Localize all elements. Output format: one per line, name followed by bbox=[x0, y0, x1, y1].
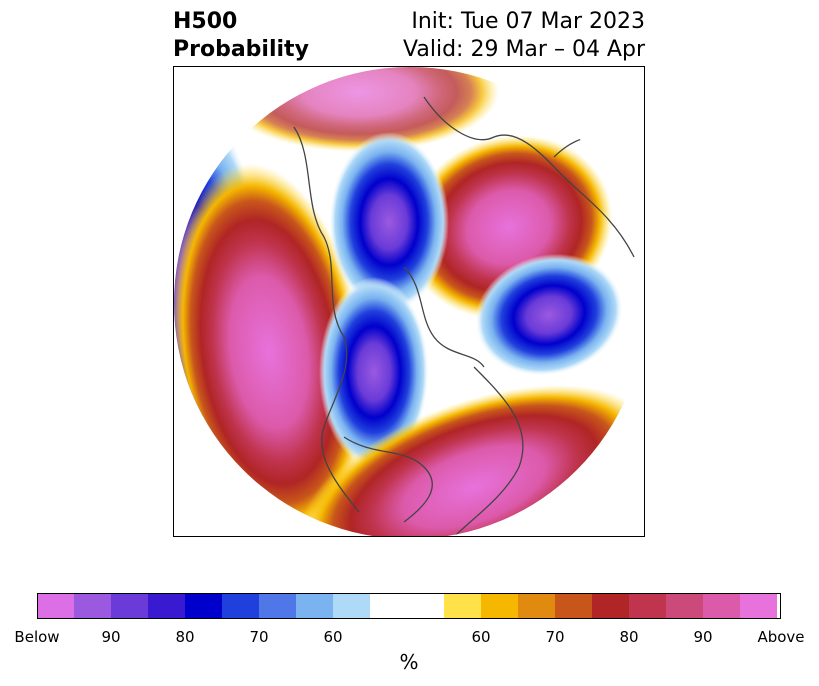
title-variable: H500 bbox=[173, 9, 238, 34]
colorbar-cell bbox=[740, 593, 777, 619]
colorbar-cell bbox=[296, 593, 333, 619]
colorbar-cell bbox=[703, 593, 740, 619]
colorbar-tick-label: 80 bbox=[619, 628, 639, 646]
colorbar-tick-label: 90 bbox=[693, 628, 713, 646]
colorbar-cell bbox=[518, 593, 555, 619]
colorbar-cell bbox=[592, 593, 629, 619]
colorbar-cell bbox=[333, 593, 370, 619]
colorbar-tick-label: 80 bbox=[175, 628, 195, 646]
colorbar bbox=[37, 593, 781, 619]
colorbar-tick-label: Above bbox=[757, 628, 805, 646]
valid-range: Valid: 29 Mar – 04 Apr bbox=[403, 37, 645, 62]
colorbar-cell bbox=[481, 593, 518, 619]
colorbar-unit: % bbox=[399, 650, 419, 674]
colorbar-tick-label: 70 bbox=[545, 628, 565, 646]
init-date: Init: Tue 07 Mar 2023 bbox=[411, 9, 645, 34]
colorbar-cell bbox=[555, 593, 592, 619]
title-type: Probability bbox=[173, 37, 309, 62]
colorbar-tick-label: 70 bbox=[249, 628, 269, 646]
colorbar-cell bbox=[111, 593, 148, 619]
colorbar-cell bbox=[185, 593, 222, 619]
probability-map bbox=[173, 66, 645, 537]
colorbar-cell bbox=[74, 593, 111, 619]
chart-dates: Init: Tue 07 Mar 2023 Valid: 29 Mar – 04… bbox=[403, 8, 645, 64]
colorbar-cell bbox=[444, 593, 481, 619]
chart-title: H500 Probability bbox=[173, 8, 309, 64]
colorbar-cell bbox=[148, 593, 185, 619]
map-canvas bbox=[174, 67, 644, 536]
colorbar-cell bbox=[222, 593, 259, 619]
colorbar-tick-label: 60 bbox=[471, 628, 491, 646]
colorbar-tick-label: 90 bbox=[101, 628, 121, 646]
colorbar-cell bbox=[666, 593, 703, 619]
colorbar-cell bbox=[370, 593, 444, 619]
colorbar-tick-label: 60 bbox=[323, 628, 343, 646]
colorbar-cell bbox=[629, 593, 666, 619]
colorbar-tick-label: Below bbox=[14, 628, 60, 646]
colorbar-cell bbox=[37, 593, 74, 619]
colorbar-cell bbox=[259, 593, 296, 619]
